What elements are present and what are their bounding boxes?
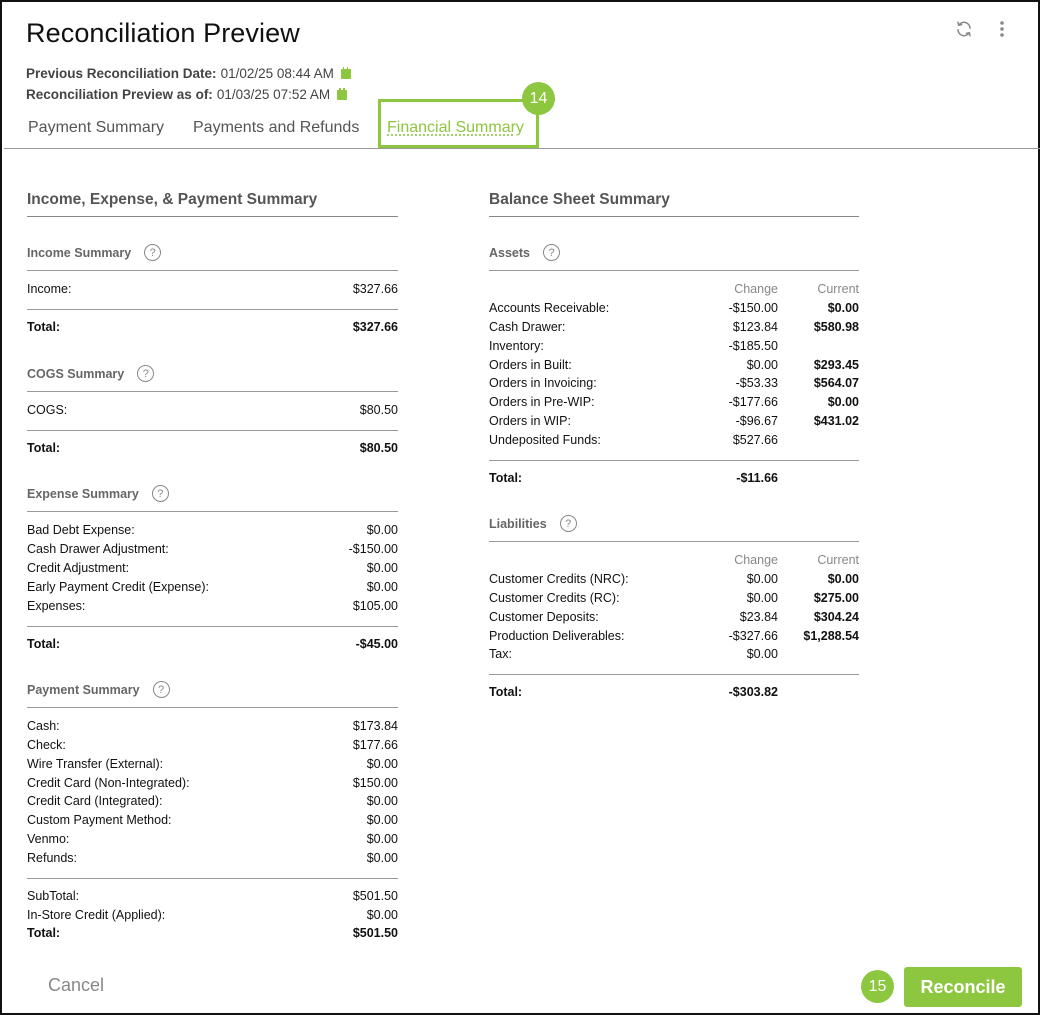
list-item: Credit Card (Integrated): $0.00 [27, 794, 398, 808]
divider [489, 270, 859, 271]
divider [27, 270, 398, 271]
help-icon[interactable]: ? [144, 244, 162, 261]
expense-total-row: Total: -$45.00 [27, 637, 398, 651]
table-row: Orders in Invoicing: -$53.33 $564.07 [489, 376, 859, 390]
list-item: Check: $177.66 [27, 738, 398, 752]
list-item: Expenses: $105.00 [27, 599, 398, 613]
subtotal-row: SubTotal: $501.50 [27, 889, 398, 903]
cogs-summary-heading: COGS Summary ? [27, 365, 155, 382]
tab-payments-and-refunds[interactable]: Payments and Refunds [193, 119, 360, 136]
table-row: Customer Deposits: $23.84 $304.24 [489, 610, 859, 624]
table-row: Tax: $0.00 [489, 647, 778, 661]
income-expense-title: Income, Expense, & Payment Summary [27, 191, 318, 208]
previous-date-value: 01/02/25 08:44 AM [220, 66, 334, 81]
table-row: Orders in Built: $0.00 $293.45 [489, 358, 859, 372]
help-icon[interactable]: ? [543, 244, 560, 261]
divider [489, 460, 859, 461]
table-row: Production Deliverables: -$327.66 $1,288.5… [489, 629, 859, 643]
list-item: COGS: $80.50 [27, 403, 398, 417]
help-icon[interactable]: ? [559, 515, 577, 532]
list-item: Cash: $173.84 [27, 719, 398, 733]
calendar-icon[interactable] [340, 66, 351, 79]
table-row: Orders in WIP: -$96.67 $431.02 [489, 414, 859, 428]
income-total-row: Total: $327.66 [27, 320, 398, 334]
tab-highlight-box [378, 99, 539, 148]
divider [489, 541, 859, 542]
list-item: Credit Adjustment: $0.00 [27, 561, 398, 575]
divider [27, 511, 398, 512]
cogs-total-row: Total: $80.50 [27, 441, 398, 455]
expense-summary-label: Expense Summary [27, 486, 139, 501]
payment-summary-label: Payment Summary [27, 682, 140, 697]
reconcile-button[interactable]: Reconcile [904, 967, 1022, 1007]
divider [27, 430, 398, 431]
refresh-icon[interactable] [953, 18, 975, 40]
tabs-divider [4, 148, 1040, 149]
list-item: Cash Drawer Adjustment: -$150.00 [27, 542, 398, 556]
divider [27, 309, 398, 310]
list-item: Bad Debt Expense: $0.00 [27, 523, 398, 537]
divider [27, 626, 398, 627]
list-item: Credit Card (Non-Integrated): $150.00 [27, 776, 398, 790]
table-row: Inventory: -$185.50 [489, 339, 778, 353]
help-icon[interactable]: ? [151, 485, 169, 502]
divider [27, 707, 398, 708]
asof-date-label: Reconciliation Preview as of: [26, 87, 213, 102]
list-item: Early Payment Credit (Expense): $0.00 [27, 580, 398, 594]
table-row: Cash Drawer: $123.84 $580.98 [489, 320, 859, 334]
table-row: Customer Credits (RC): $0.00 $275.00 [489, 591, 859, 605]
cogs-summary-label: COGS Summary [27, 366, 125, 381]
table-row: Undeposited Funds: $527.66 [489, 433, 778, 447]
help-icon[interactable]: ? [152, 681, 170, 698]
divider [27, 391, 398, 392]
table-row: Orders in Pre-WIP: -$177.66 $0.00 [489, 395, 859, 409]
liabilities-label: Liabilities [489, 516, 547, 531]
column-headers: Change Current [734, 553, 859, 567]
liabilities-heading: Liabilities ? [489, 515, 577, 532]
payment-summary-heading: Payment Summary ? [27, 681, 170, 698]
table-row: Accounts Receivable: -$150.00 $0.00 [489, 301, 859, 315]
previous-date-label: Previous Reconciliation Date: [26, 66, 217, 81]
calendar-icon[interactable] [337, 87, 348, 100]
tab-financial-summary[interactable]: Financial Summary [387, 119, 524, 136]
previous-reconciliation-date: Previous Reconciliation Date: 01/02/25 0… [26, 66, 351, 81]
more-vertical-icon[interactable] [991, 18, 1013, 40]
asof-date-value: 01/03/25 07:52 AM [216, 87, 331, 102]
tab-payment-summary[interactable]: Payment Summary [28, 119, 165, 136]
list-item: Income: $327.66 [27, 282, 398, 296]
expense-summary-heading: Expense Summary ? [27, 485, 169, 502]
balance-sheet-title: Balance Sheet Summary [489, 191, 670, 208]
assets-heading: Assets ? [489, 244, 560, 261]
income-summary-label: Income Summary [27, 245, 132, 260]
table-row: Customer Credits (NRC): $0.00 $0.00 [489, 572, 859, 586]
list-item: Custom Payment Method: $0.00 [27, 813, 398, 827]
callout-badge: 15 [861, 970, 894, 1003]
column-headers: Change Current [734, 282, 859, 296]
income-summary-heading: Income Summary ? [27, 244, 162, 261]
divider [27, 216, 398, 217]
cancel-button[interactable]: Cancel [48, 975, 105, 995]
divider [489, 674, 859, 675]
list-item: Wire Transfer (External): $0.00 [27, 757, 398, 771]
list-item: Venmo: $0.00 [27, 832, 398, 846]
divider [489, 216, 859, 217]
callout-badge: 14 [522, 82, 555, 115]
help-icon[interactable]: ? [137, 365, 155, 382]
list-item: Refunds: $0.00 [27, 851, 398, 865]
payment-total-row: Total: $501.50 [27, 926, 398, 940]
page-title: Reconciliation Preview [26, 18, 300, 48]
liabilities-total-row: Total: -$303.82 [489, 685, 778, 699]
preview-as-of-date: Reconciliation Preview as of: 01/03/25 0… [26, 87, 348, 102]
instore-credit-row: In-Store Credit (Applied): $0.00 [27, 908, 398, 922]
divider [27, 878, 398, 879]
assets-label: Assets [489, 245, 530, 260]
assets-total-row: Total: -$11.66 [489, 471, 778, 485]
